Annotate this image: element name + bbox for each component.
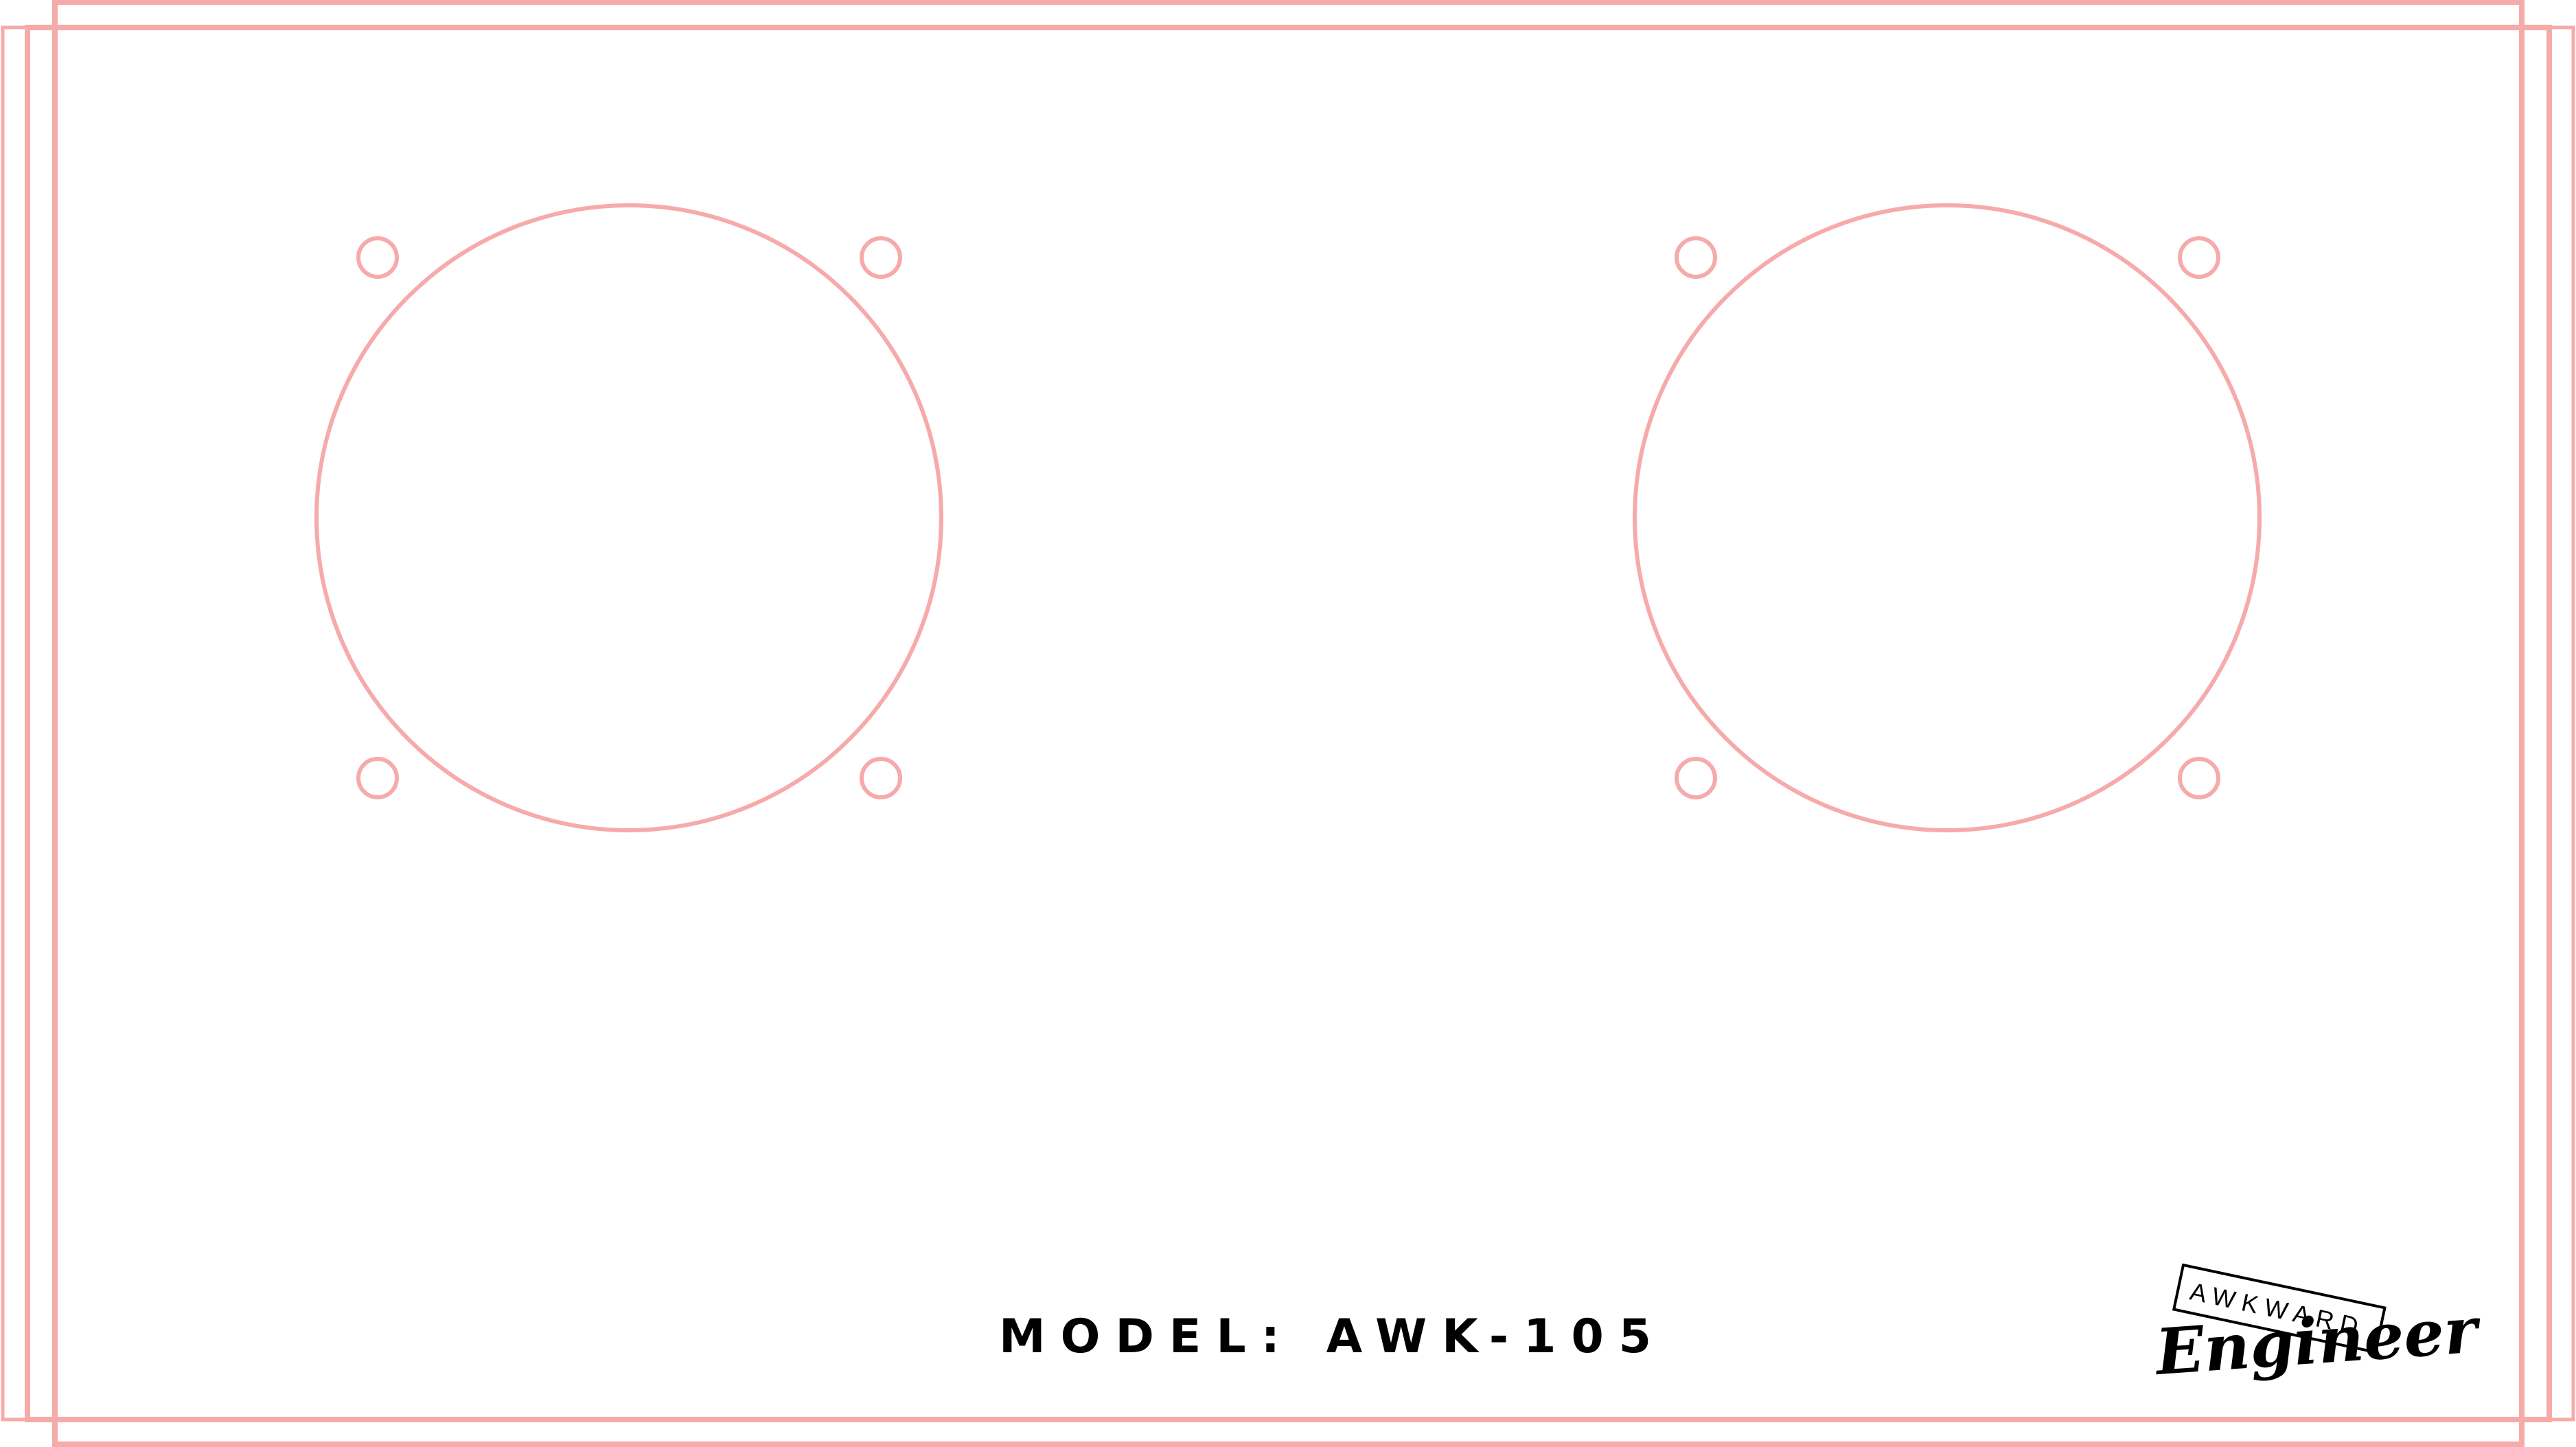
mount-hole-right-bottom-left (1675, 757, 1717, 799)
fan-hole-right (1633, 203, 2262, 832)
mount-hole-right-top-left (1675, 236, 1717, 279)
mount-hole-right-top-right (2178, 236, 2220, 279)
fan-cutout-left (314, 203, 943, 832)
fan-hole-left (314, 203, 943, 832)
mount-hole-left-bottom-right (860, 757, 902, 799)
logo-badge-box (2172, 1263, 2387, 1354)
outer-outline-top-bottom (52, 0, 2525, 1447)
mount-hole-left-top-left (356, 236, 399, 279)
outer-outline-left-right (1, 25, 2575, 1422)
mount-hole-right-bottom-right (2178, 757, 2220, 799)
fan-cutout-right (1633, 203, 2262, 832)
inner-panel-border (25, 25, 2552, 1422)
model-label: MODEL: AWK-105 (999, 1310, 1666, 1364)
awkward-engineer-logo: AWKWARD Engineer (2151, 1263, 2484, 1389)
mount-hole-left-top-right (860, 236, 902, 279)
mount-hole-left-bottom-left (356, 757, 399, 799)
